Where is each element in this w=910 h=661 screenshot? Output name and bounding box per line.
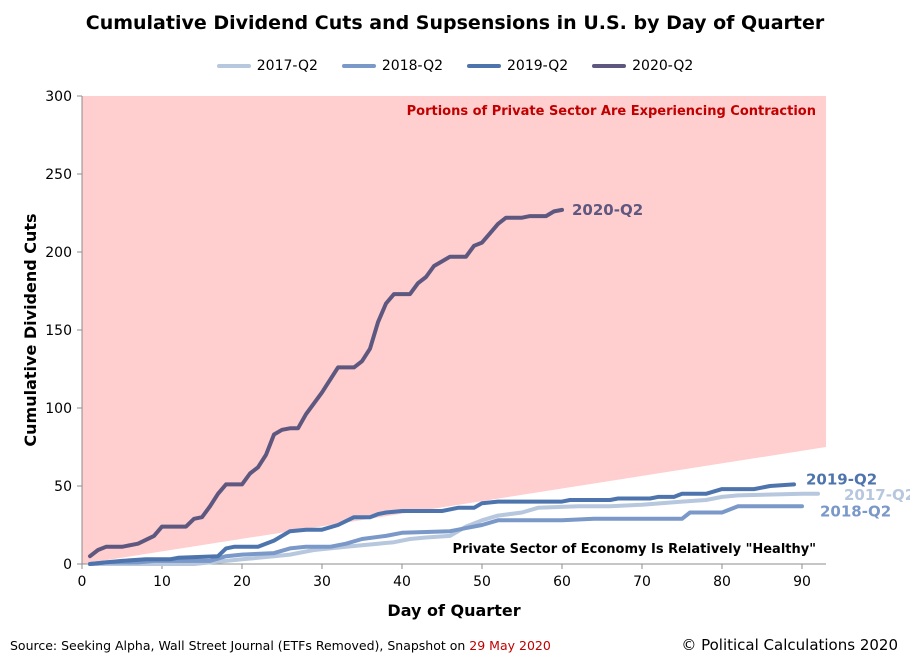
chart-title: Cumulative Dividend Cuts and Supsensions… [85,12,825,34]
series-line-2018-q2 [88,504,804,566]
healthy-annotation: Private Sector of Economy Is Relatively … [452,542,816,557]
x-tick-label: 30 [313,574,331,590]
contraction-annotation: Portions of Private Sector Are Experienc… [407,104,816,119]
series-line-2020-q2 [88,207,564,559]
y-tick-label: 250 [45,167,72,183]
chart-area: 0 50 100 150 200 250 300 0 10 20 30 40 50 60 70 80 90 Day… [21,89,910,620]
x-tick-label: 80 [713,574,731,590]
y-tick-label: 200 [45,245,72,261]
legend-swatch [467,64,501,68]
y-tick-label: 300 [45,89,72,105]
y-axis-title: Cumulative Dividend Cuts [21,213,40,446]
y-tick-label: 150 [45,323,72,339]
legend-label: 2020-Q2 [632,58,694,74]
y-tick-label: 50 [54,479,72,495]
copyright: © Political Calculations 2020 [681,636,898,654]
y-tick-label: 0 [63,557,72,573]
y-tick-label: 100 [45,401,72,417]
x-tick-label: 20 [233,574,251,590]
x-tick-label: 60 [553,574,571,590]
x-axis-title: Day of Quarter [387,601,520,620]
legend-swatch [216,64,251,68]
series-end-label: 2019-Q2 [806,470,877,488]
series-end-label: 2017-Q2 [844,486,910,504]
legend-label: 2017-Q2 [256,58,318,74]
legend-item: 2017-Q2 [216,56,318,76]
source-note: Source: Seeking Alpha, Wall Street Journ… [10,638,551,653]
legend: 2017-Q2 2018-Q2 2019-Q2 2020-Q2 [0,56,910,76]
x-tick-label: 0 [78,574,87,590]
legend-swatch [341,64,376,68]
x-tick-label: 70 [633,574,651,590]
series-line-2019-q2 [88,482,796,566]
legend-label: 2018-Q2 [381,58,443,74]
series-end-label: 2018-Q2 [820,502,891,520]
x-tick-label: 90 [793,574,811,590]
x-tick-label: 40 [393,574,411,590]
x-tick-label: 10 [153,574,171,590]
legend-item: 2019-Q2 [467,56,568,76]
x-tick-label: 50 [473,574,491,590]
legend-swatch [592,64,627,68]
snapshot-date: 29 May 2020 [469,638,551,653]
source-prefix: Source: Seeking Alpha, Wall Street Journ… [10,638,470,653]
legend-item: 2020-Q2 [592,56,693,76]
legend-item: 2018-Q2 [341,56,443,76]
series-line-2017-q2 [88,491,820,566]
legend-label: 2019-Q2 [507,58,569,74]
series-end-label: 2020-Q2 [572,201,643,219]
contraction-region [82,96,826,564]
